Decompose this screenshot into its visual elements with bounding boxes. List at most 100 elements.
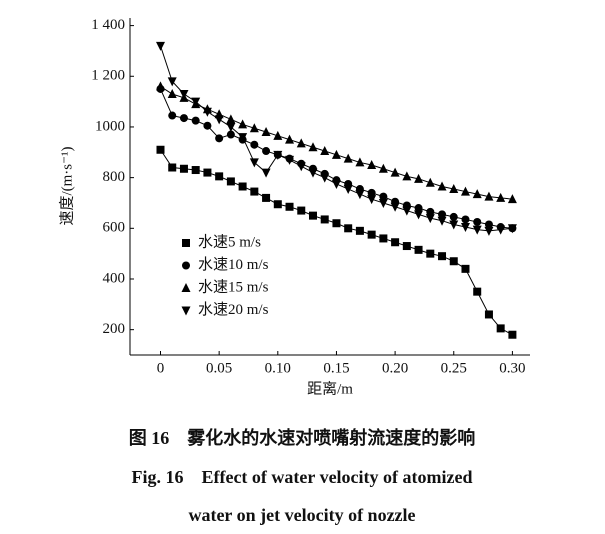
data-point — [250, 140, 259, 149]
data-point — [437, 181, 447, 191]
data-point — [273, 150, 283, 160]
legend-marker — [181, 283, 191, 292]
data-point — [297, 206, 306, 215]
data-point — [168, 163, 177, 172]
data-point — [378, 198, 388, 208]
data-point — [414, 173, 424, 183]
data-point — [261, 168, 271, 178]
data-point — [355, 157, 365, 167]
data-point — [438, 210, 447, 219]
data-point — [426, 249, 435, 258]
data-point — [320, 146, 330, 156]
data-point — [238, 119, 248, 129]
caption: water on jet velocity of nozzle — [188, 505, 415, 525]
data-point — [449, 257, 458, 266]
x-axis-label: 距离/m — [307, 380, 353, 397]
data-point — [414, 204, 423, 213]
legend-marker — [182, 239, 190, 247]
y-tick-label: 600 — [103, 220, 126, 236]
data-point — [308, 142, 318, 152]
data-point — [262, 193, 271, 202]
data-point — [202, 107, 212, 117]
legend-label: 水速20 m/s — [198, 301, 269, 318]
data-point — [308, 211, 317, 220]
data-point — [414, 245, 423, 254]
x-tick-label: 0 — [157, 360, 165, 376]
data-point — [402, 206, 412, 216]
data-point — [191, 97, 201, 107]
data-point — [449, 220, 459, 230]
y-tick-label: 400 — [103, 270, 126, 286]
data-point — [355, 226, 364, 235]
data-point — [484, 226, 494, 236]
data-point — [390, 167, 400, 177]
data-point — [203, 168, 212, 177]
data-point — [507, 194, 517, 204]
data-point — [320, 215, 329, 224]
data-point — [262, 147, 271, 156]
data-point — [367, 159, 377, 169]
data-point — [344, 224, 353, 233]
x-tick-label: 0.10 — [265, 360, 291, 376]
data-point — [484, 220, 493, 229]
data-point — [472, 189, 482, 199]
data-point — [155, 41, 165, 51]
data-point — [226, 122, 236, 132]
data-point — [391, 238, 400, 247]
data-point — [355, 190, 365, 200]
y-tick-label: 1 200 — [91, 68, 125, 84]
data-point — [214, 115, 224, 125]
x-tick-label: 0.30 — [499, 360, 525, 376]
data-point — [449, 184, 459, 194]
data-point — [473, 217, 482, 226]
data-point — [449, 212, 458, 221]
data-point — [426, 207, 435, 216]
data-point — [155, 81, 165, 91]
data-point — [168, 111, 177, 120]
data-point — [461, 215, 470, 224]
data-point — [226, 114, 236, 124]
data-point — [390, 202, 400, 212]
data-point — [167, 77, 177, 87]
data-point — [250, 187, 259, 196]
data-point — [437, 216, 447, 226]
data-point — [215, 134, 224, 143]
data-point — [473, 287, 482, 296]
data-point — [367, 195, 377, 205]
data-point — [460, 223, 470, 233]
data-point — [496, 324, 505, 333]
y-tick-label: 200 — [103, 321, 126, 337]
data-point — [402, 242, 411, 251]
data-point — [285, 155, 295, 165]
data-point — [508, 330, 517, 339]
series-line — [160, 45, 513, 232]
data-point — [167, 89, 177, 99]
data-point — [285, 202, 294, 211]
data-point — [402, 171, 412, 181]
data-point — [249, 123, 259, 133]
data-point — [320, 173, 330, 183]
data-point — [414, 210, 424, 220]
data-point — [296, 162, 306, 172]
data-point — [496, 192, 506, 202]
data-point — [343, 185, 353, 195]
data-point — [273, 200, 282, 209]
legend-label: 水速10 m/s — [198, 256, 269, 273]
data-point — [191, 166, 200, 175]
data-point — [378, 163, 388, 173]
data-point — [438, 252, 447, 261]
data-point — [179, 90, 189, 100]
data-point — [331, 179, 341, 189]
y-axis-label: 速度/(m·s⁻¹) — [58, 146, 75, 225]
data-point — [273, 130, 283, 140]
data-point — [249, 158, 259, 168]
data-point — [238, 182, 247, 191]
data-point — [226, 177, 235, 186]
data-point — [296, 138, 306, 148]
data-point — [367, 188, 376, 197]
data-point — [238, 133, 248, 143]
y-tick-label: 800 — [103, 169, 126, 185]
data-point — [156, 145, 165, 154]
x-tick-label: 0.25 — [441, 360, 467, 376]
